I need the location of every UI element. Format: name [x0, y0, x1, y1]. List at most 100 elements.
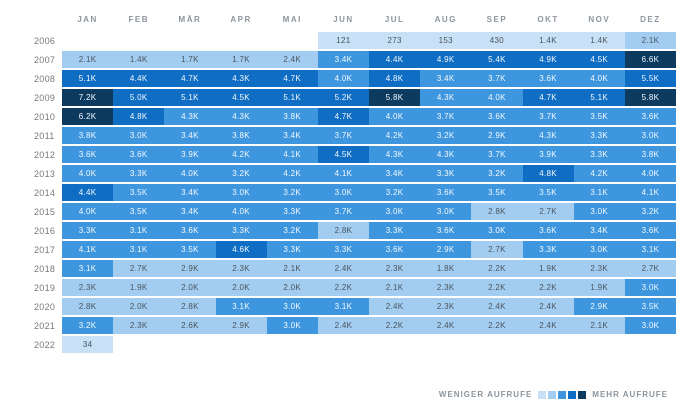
heatmap-cell-2010-dez[interactable]: 3.6K [624, 108, 676, 125]
heatmap-cell-2013-jan[interactable]: 4.0K [62, 165, 114, 182]
heatmap-cell-2021-jan[interactable]: 3.2K [62, 317, 114, 334]
heatmap-cell-2021-mai[interactable]: 3.0K [266, 317, 318, 334]
heatmap-cell-2010-jan[interactable]: 6.2K [62, 108, 114, 125]
heatmap-cell-2015-sep[interactable]: 2.8K [471, 203, 523, 220]
heatmap-cell-2018-dez[interactable]: 2.7K [624, 260, 676, 277]
heatmap-cell-2007-sep[interactable]: 5.4K [471, 51, 523, 68]
heatmap-cell-2010-feb[interactable]: 4.8K [113, 108, 165, 125]
heatmap-cell-2019-okt[interactable]: 2.2K [522, 279, 574, 296]
heatmap-cell-2007-mai[interactable]: 2.4K [266, 51, 318, 68]
heatmap-cell-2014-okt[interactable]: 3.5K [522, 184, 574, 201]
heatmap-cell-2020-dez[interactable]: 3.5K [624, 298, 676, 315]
heatmap-cell-2016-jun[interactable]: 2.8K [317, 222, 369, 239]
heatmap-cell-2015-nov[interactable]: 3.0K [573, 203, 625, 220]
heatmap-cell-2010-nov[interactable]: 3.5K [573, 108, 625, 125]
heatmap-cell-2020-jul[interactable]: 2.4K [369, 298, 421, 315]
heatmap-cell-2013-apr[interactable]: 3.2K [215, 165, 267, 182]
heatmap-cell-2019-jul[interactable]: 2.1K [369, 279, 421, 296]
heatmap-cell-2021-sep[interactable]: 2.2K [471, 317, 523, 334]
heatmap-cell-2012-sep[interactable]: 3.7K [471, 146, 523, 163]
heatmap-cell-2019-jun[interactable]: 2.2K [317, 279, 369, 296]
heatmap-cell-2010-jul[interactable]: 4.0K [369, 108, 421, 125]
heatmap-cell-2011-aug[interactable]: 3.2K [420, 127, 472, 144]
heatmap-cell-2017-nov[interactable]: 3.0K [573, 241, 625, 258]
heatmap-cell-2018-mär[interactable]: 2.9K [164, 260, 216, 277]
heatmap-cell-2016-dez[interactable]: 3.6K [624, 222, 676, 239]
heatmap-cell-2016-mai[interactable]: 3.2K [266, 222, 318, 239]
heatmap-cell-2012-aug[interactable]: 4.3K [420, 146, 472, 163]
heatmap-cell-2013-sep[interactable]: 3.2K [471, 165, 523, 182]
heatmap-cell-2017-jul[interactable]: 3.6K [369, 241, 421, 258]
heatmap-cell-2011-apr[interactable]: 3.8K [215, 127, 267, 144]
heatmap-cell-2006-jun[interactable]: 121 [317, 32, 369, 49]
heatmap-cell-2009-jul[interactable]: 5.8K [369, 89, 421, 106]
heatmap-cell-2014-dez[interactable]: 4.1K [624, 184, 676, 201]
heatmap-cell-2018-feb[interactable]: 2.7K [113, 260, 165, 277]
heatmap-cell-2017-jun[interactable]: 3.3K [317, 241, 369, 258]
heatmap-cell-2007-feb[interactable]: 1.4K [113, 51, 165, 68]
heatmap-cell-2008-jun[interactable]: 4.0K [317, 70, 369, 87]
heatmap-cell-2014-sep[interactable]: 3.5K [471, 184, 523, 201]
heatmap-cell-2019-feb[interactable]: 1.9K [113, 279, 165, 296]
heatmap-cell-2008-feb[interactable]: 4.4K [113, 70, 165, 87]
heatmap-cell-2015-mär[interactable]: 3.4K [164, 203, 216, 220]
heatmap-cell-2014-jun[interactable]: 3.0K [317, 184, 369, 201]
heatmap-cell-2020-jun[interactable]: 3.1K [317, 298, 369, 315]
heatmap-cell-2020-jan[interactable]: 2.8K [62, 298, 114, 315]
heatmap-cell-2012-mär[interactable]: 3.9K [164, 146, 216, 163]
heatmap-cell-2012-mai[interactable]: 4.1K [266, 146, 318, 163]
heatmap-cell-2012-jun[interactable]: 4.5K [317, 146, 369, 163]
heatmap-cell-2013-nov[interactable]: 4.2K [573, 165, 625, 182]
heatmap-cell-2007-aug[interactable]: 4.9K [420, 51, 472, 68]
heatmap-cell-2010-okt[interactable]: 3.7K [522, 108, 574, 125]
heatmap-cell-2013-aug[interactable]: 3.3K [420, 165, 472, 182]
heatmap-cell-2019-jan[interactable]: 2.3K [62, 279, 114, 296]
heatmap-cell-2016-okt[interactable]: 3.6K [522, 222, 574, 239]
heatmap-cell-2017-aug[interactable]: 2.9K [420, 241, 472, 258]
heatmap-cell-2021-feb[interactable]: 2.3K [113, 317, 165, 334]
heatmap-cell-2016-apr[interactable]: 3.3K [215, 222, 267, 239]
heatmap-cell-2019-aug[interactable]: 2.3K [420, 279, 472, 296]
heatmap-cell-2017-okt[interactable]: 3.3K [522, 241, 574, 258]
heatmap-cell-2016-mär[interactable]: 3.6K [164, 222, 216, 239]
heatmap-cell-2015-jan[interactable]: 4.0K [62, 203, 114, 220]
heatmap-cell-2015-jul[interactable]: 3.0K [369, 203, 421, 220]
heatmap-cell-2009-sep[interactable]: 4.0K [471, 89, 523, 106]
heatmap-cell-2015-mai[interactable]: 3.3K [266, 203, 318, 220]
heatmap-cell-2009-apr[interactable]: 4.5K [215, 89, 267, 106]
heatmap-cell-2016-nov[interactable]: 3.4K [573, 222, 625, 239]
heatmap-cell-2020-feb[interactable]: 2.0K [113, 298, 165, 315]
heatmap-cell-2008-mär[interactable]: 4.7K [164, 70, 216, 87]
heatmap-cell-2018-jun[interactable]: 2.4K [317, 260, 369, 277]
heatmap-cell-2008-jul[interactable]: 4.8K [369, 70, 421, 87]
heatmap-cell-2020-mär[interactable]: 2.8K [164, 298, 216, 315]
heatmap-cell-2017-feb[interactable]: 3.1K [113, 241, 165, 258]
heatmap-cell-2020-sep[interactable]: 2.4K [471, 298, 523, 315]
heatmap-cell-2021-nov[interactable]: 2.1K [573, 317, 625, 334]
heatmap-cell-2009-okt[interactable]: 4.7K [522, 89, 574, 106]
heatmap-cell-2007-apr[interactable]: 1.7K [215, 51, 267, 68]
heatmap-cell-2015-aug[interactable]: 3.0K [420, 203, 472, 220]
heatmap-cell-2020-mai[interactable]: 3.0K [266, 298, 318, 315]
heatmap-cell-2008-okt[interactable]: 3.6K [522, 70, 574, 87]
heatmap-cell-2008-jan[interactable]: 5.1K [62, 70, 114, 87]
heatmap-cell-2009-jun[interactable]: 5.2K [317, 89, 369, 106]
heatmap-cell-2016-sep[interactable]: 3.0K [471, 222, 523, 239]
heatmap-cell-2009-mär[interactable]: 5.1K [164, 89, 216, 106]
heatmap-cell-2008-nov[interactable]: 4.0K [573, 70, 625, 87]
heatmap-cell-2021-jun[interactable]: 2.4K [317, 317, 369, 334]
heatmap-cell-2011-sep[interactable]: 2.9K [471, 127, 523, 144]
heatmap-cell-2017-jan[interactable]: 4.1K [62, 241, 114, 258]
heatmap-cell-2013-feb[interactable]: 3.3K [113, 165, 165, 182]
heatmap-cell-2011-mai[interactable]: 3.4K [266, 127, 318, 144]
heatmap-cell-2007-mär[interactable]: 1.7K [164, 51, 216, 68]
heatmap-cell-2010-apr[interactable]: 4.3K [215, 108, 267, 125]
heatmap-cell-2012-okt[interactable]: 3.9K [522, 146, 574, 163]
heatmap-cell-2008-dez[interactable]: 5.5K [624, 70, 676, 87]
heatmap-cell-2014-aug[interactable]: 3.6K [420, 184, 472, 201]
heatmap-cell-2011-jun[interactable]: 3.7K [317, 127, 369, 144]
heatmap-cell-2012-jan[interactable]: 3.6K [62, 146, 114, 163]
heatmap-cell-2017-apr[interactable]: 4.6K [215, 241, 267, 258]
heatmap-cell-2018-nov[interactable]: 2.3K [573, 260, 625, 277]
heatmap-cell-2019-nov[interactable]: 1.9K [573, 279, 625, 296]
